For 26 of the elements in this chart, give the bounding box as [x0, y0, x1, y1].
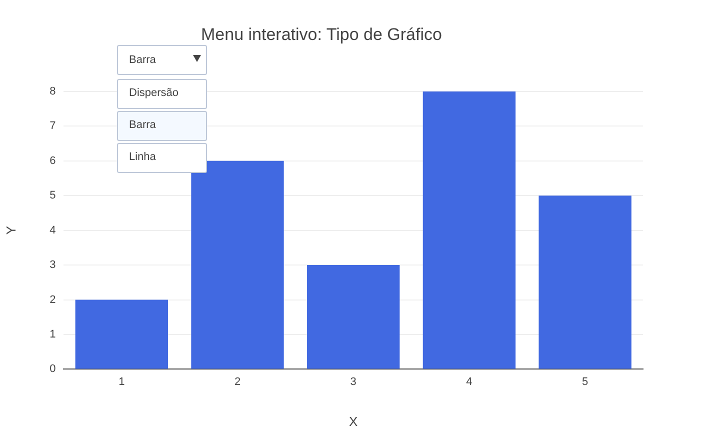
- y-tick-label: 8: [50, 85, 56, 98]
- y-tick-label: 3: [50, 259, 56, 272]
- bar: [538, 196, 632, 369]
- bar: [422, 91, 516, 369]
- y-tick-label: 0: [50, 363, 56, 376]
- x-tick-label: 5: [582, 376, 588, 388]
- y-tick-label: 6: [50, 154, 56, 167]
- dropdown-button: Barra: [117, 45, 207, 75]
- menu-option: Barra: [117, 111, 207, 141]
- y-tick-label: 1: [50, 328, 56, 341]
- bar: [307, 265, 400, 369]
- y-tick-label: 4: [50, 224, 56, 236]
- y-tick-label: 7: [50, 120, 56, 132]
- menu-option: Linha: [117, 143, 207, 173]
- x-tick-label: 3: [350, 376, 356, 388]
- bar: [75, 300, 168, 369]
- x-tick-label: 4: [466, 376, 472, 388]
- x-tick-label: 1: [118, 376, 125, 388]
- bar: [191, 160, 284, 369]
- x-axis-title: X: [349, 414, 358, 429]
- menu-option: Dispersão: [117, 79, 207, 109]
- y-axis-title: Y: [3, 226, 18, 235]
- chart-title: Menu interativo: Tipo de Gráfico: [201, 24, 442, 44]
- x-tick-label: 2: [234, 376, 241, 388]
- y-tick-label: 2: [50, 294, 56, 306]
- y-tick-label: 5: [50, 190, 56, 202]
